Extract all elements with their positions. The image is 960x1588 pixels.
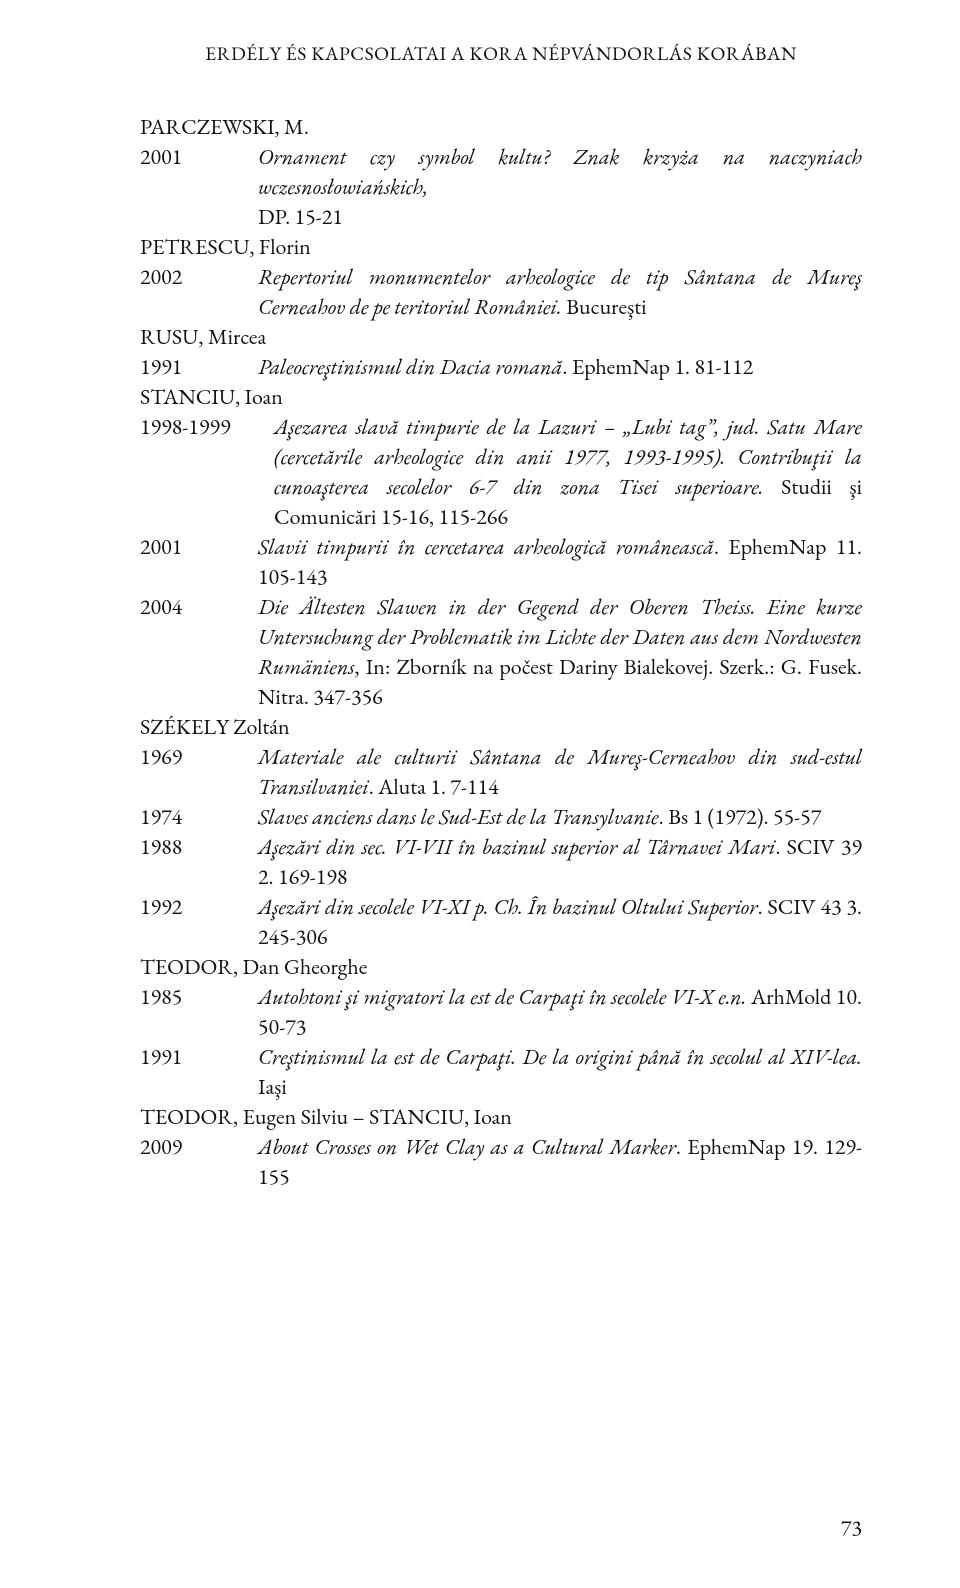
entry-szekely-1988: 1988 Aşezări din sec. VI-VII în bazinul …: [140, 832, 862, 892]
author-petrescu: PETRESCU, Florin: [140, 232, 862, 262]
entry-teodor-dg-1985: 1985 Autohtoni şi migratori la est de Ca…: [140, 982, 862, 1042]
entry-text: About Crosses on Wet Clay as a Cultural …: [258, 1132, 862, 1192]
entry-stanciu-1998-1999: 1998-1999 Aşezarea slavă timpurie de la …: [140, 412, 862, 532]
year: 1969: [140, 742, 258, 802]
entry-text: Materiale ale culturii Sântana de Mureş-…: [258, 742, 862, 802]
author-teodor-dg: TEODOR, Dan Gheorghe: [140, 952, 862, 982]
entry-text: Die Ältesten Slawen in der Gegend der Ob…: [258, 592, 862, 712]
year: 2001: [140, 142, 258, 202]
year: 1991: [140, 1042, 258, 1102]
entry-text: Aşezări din sec. VI-VII în bazinul super…: [258, 832, 862, 892]
entry-text: Slavii timpurii în cercetarea arheologic…: [258, 532, 862, 592]
year: 1998-1999: [140, 412, 274, 532]
entry-text: Aşezări din secolele VI-XI p. Ch. În baz…: [258, 892, 862, 952]
year: 1988: [140, 832, 258, 892]
page-number: 73: [841, 1513, 862, 1542]
entry-text: Repertoriul monumentelor arheologice de …: [258, 262, 862, 322]
author-stanciu: STANCIU, Ioan: [140, 382, 862, 412]
author-szekely: SZÉKELY Zoltán: [140, 712, 862, 742]
year: 1974: [140, 802, 258, 832]
year: 1992: [140, 892, 258, 952]
entry-stanciu-2004: 2004 Die Ältesten Slawen in der Gegend d…: [140, 592, 862, 712]
author-rusu: RUSU, Mircea: [140, 322, 862, 352]
entry-teodor-dg-1991: 1991 Creştinismul la est de Carpaţi. De …: [140, 1042, 862, 1102]
year: 2002: [140, 262, 258, 322]
page: ERDÉLY ÉS KAPCSOLATAI A KORA NÉPVÁNDORLÁ…: [0, 0, 960, 1588]
year: 2009: [140, 1132, 258, 1192]
entry-szekely-1969: 1969 Materiale ale culturii Sântana de M…: [140, 742, 862, 802]
year: 2004: [140, 592, 258, 712]
entry-petrescu-2002: 2002 Repertoriul monumentelor arheologic…: [140, 262, 862, 322]
entry-parczewski-2001: 2001 Ornament czy symbol kultu? Znak krz…: [140, 142, 862, 202]
author-teodor-es: TEODOR, Eugen Silviu – STANCIU, Ioan: [140, 1102, 862, 1132]
entry-cont: DP. 15-21: [258, 202, 862, 232]
entry-text: Aşezarea slavă timpurie de la Lazuri – „…: [274, 412, 862, 532]
entry-szekely-1974: 1974 Slaves anciens dans le Sud-Est de l…: [140, 802, 862, 832]
entry-stanciu-2001: 2001 Slavii timpurii în cercetarea arheo…: [140, 532, 862, 592]
author-parczewski: PARCZEWSKI, M.: [140, 112, 862, 142]
year: 2001: [140, 532, 258, 592]
entry-text: Slaves anciens dans le Sud-Est de la Tra…: [258, 802, 862, 832]
entry-text: Creştinismul la est de Carpaţi. De la or…: [258, 1042, 862, 1102]
entry-rusu-1991: 1991 Paleocreştinismul din Dacia romană.…: [140, 352, 862, 382]
entry-szekely-1992: 1992 Aşezări din secolele VI-XI p. Ch. Î…: [140, 892, 862, 952]
entry-teodor-es-2009: 2009 About Crosses on Wet Clay as a Cult…: [140, 1132, 862, 1192]
running-head: ERDÉLY ÉS KAPCSOLATAI A KORA NÉPVÁNDORLÁ…: [140, 40, 862, 66]
entry-text: Paleocreştinismul din Dacia romană. Ephe…: [258, 352, 862, 382]
year: 1991: [140, 352, 258, 382]
entry-text: Autohtoni şi migratori la est de Carpaţi…: [258, 982, 862, 1042]
entry-text: Ornament czy symbol kultu? Znak krzyża n…: [258, 142, 862, 202]
year: 1985: [140, 982, 258, 1042]
